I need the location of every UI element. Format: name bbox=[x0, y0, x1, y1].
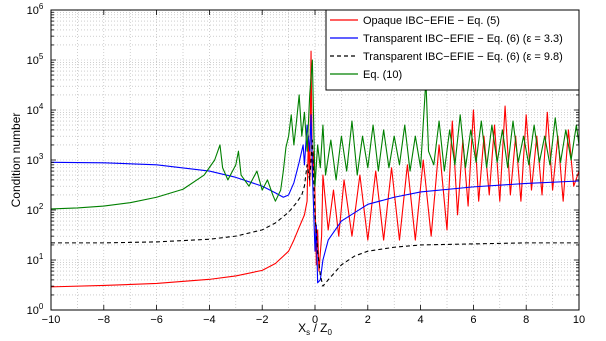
x-tick-label: −4 bbox=[203, 314, 216, 326]
series-line-1 bbox=[51, 50, 579, 288]
legend: Opaque IBC−EFIE − Eq. (5) Transparent IBC… bbox=[325, 9, 580, 91]
series-line-3 bbox=[51, 139, 579, 287]
series-line-2 bbox=[51, 114, 579, 284]
x-tick-label: 8 bbox=[523, 314, 529, 326]
x-tick-label: 6 bbox=[470, 314, 476, 326]
x-tick-label: 0 bbox=[312, 314, 318, 326]
legend-label-1: Opaque IBC−EFIE − Eq. (5) bbox=[363, 15, 500, 27]
legend-label-2: Transparent IBC−EFIE − Eq. (6) (ε = 3.3) bbox=[363, 33, 563, 45]
series-line-4 bbox=[51, 59, 579, 210]
y-tick-label: 104 bbox=[27, 102, 44, 117]
legend-label-4: Eq. (10) bbox=[363, 69, 402, 81]
y-tick-label: 106 bbox=[27, 2, 44, 17]
x-tick-label: 10 bbox=[573, 314, 585, 326]
x-axis-label: Xs / Z0 bbox=[298, 321, 332, 337]
y-axis-label: Condition number bbox=[9, 113, 23, 208]
legend-box bbox=[325, 9, 580, 91]
x-tick-label: 2 bbox=[365, 314, 371, 326]
y-tick-label: 105 bbox=[27, 52, 44, 67]
x-tick-label: −2 bbox=[256, 314, 269, 326]
x-tick-label: −10 bbox=[42, 314, 61, 326]
y-tick-label: 100 bbox=[27, 302, 44, 317]
x-tick-labels: −10 −8 −6 −4 −2 0 2 4 6 8 10 bbox=[42, 314, 585, 326]
y-tick-labels: 100 101 102 103 104 105 106 bbox=[27, 2, 44, 317]
x-tick-label: −8 bbox=[98, 314, 111, 326]
y-tick-label: 101 bbox=[27, 252, 44, 267]
y-tick-label: 103 bbox=[27, 152, 44, 167]
y-tick-label: 102 bbox=[27, 202, 44, 217]
legend-label-3: Transparent IBC−EFIE − Eq. (6) (ε = 9.8) bbox=[363, 51, 563, 63]
series-layer bbox=[51, 50, 579, 288]
x-tick-label: −6 bbox=[150, 314, 163, 326]
x-tick-label: 4 bbox=[418, 314, 424, 326]
